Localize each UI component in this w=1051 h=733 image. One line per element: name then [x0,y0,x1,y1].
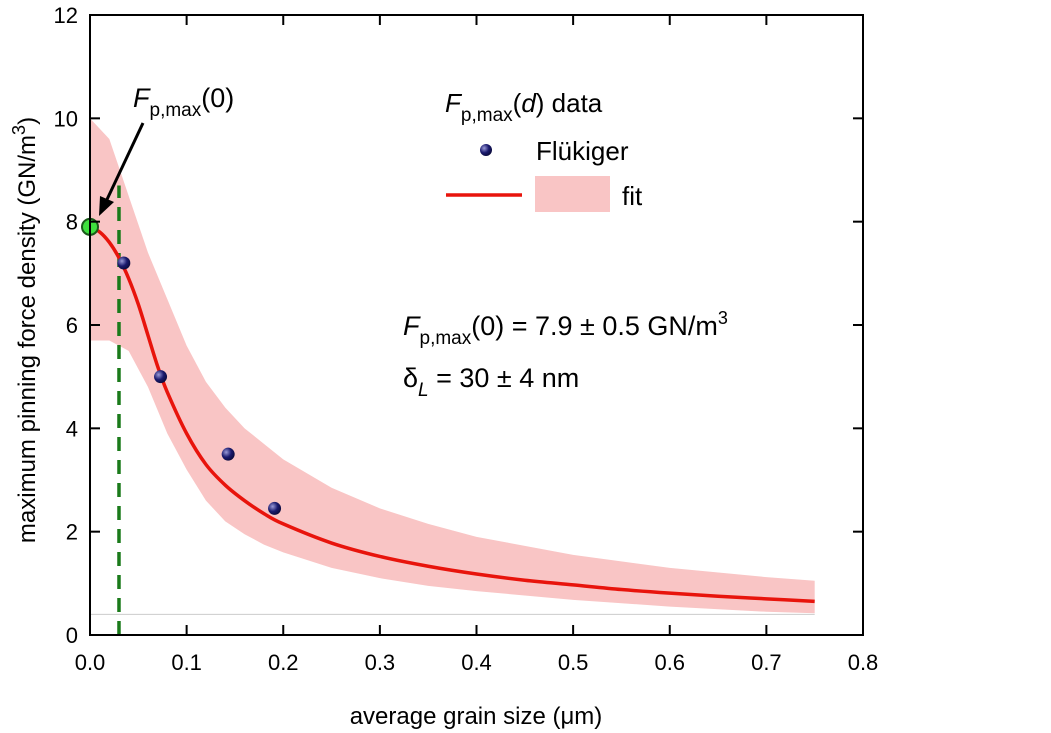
data-point [154,370,168,384]
x-tick-label: 0.0 [75,650,106,675]
x-tick-label: 0.8 [848,650,879,675]
x-tick-label: 0.5 [558,650,589,675]
y-tick-label: 8 [66,210,78,235]
result-delta: δL = 30 ± 4 nm [403,363,579,401]
data-point [221,447,235,461]
y-tick-label: 4 [66,416,78,441]
legend-title: Fp,max(d) data [445,88,603,126]
legend-band-swatch [535,176,610,212]
x-tick-label: 0.6 [654,650,685,675]
data-point [268,501,282,515]
confidence-band [90,118,815,614]
legend-point-swatch [480,144,492,156]
y-tick-label: 0 [66,623,78,648]
y-tick-label: 12 [54,3,78,28]
y-tick-label: 10 [54,106,78,131]
x-axis-title: average grain size (μm) [350,703,603,730]
y-tick-label: 2 [66,520,78,545]
arrow-head [99,196,114,216]
data-point [117,256,131,270]
x-tick-label: 0.4 [461,650,492,675]
legend: Fp,max(d) data Flükiger fit [445,88,643,212]
x-tick-label: 0.7 [751,650,782,675]
x-tick-label: 0.1 [171,650,202,675]
legend-fit-label: fit [622,181,643,211]
x-tick-label: 0.3 [365,650,396,675]
arrow-line [101,122,145,209]
x-tick-label: 0.2 [268,650,299,675]
y-axis-title: maximum pinning force density (GN/m3) [9,117,41,543]
fit-curve [89,225,815,604]
x-axis-ticks: 0.0 0.1 0.2 0.3 0.4 0.5 0.6 0.7 0.8 [75,15,879,675]
plot-area [90,15,863,635]
data-points [117,256,282,515]
arrow-label: Fp,max(0) [133,83,234,121]
y-tick-label: 6 [66,313,78,338]
legend-points-label: Flükiger [536,136,629,166]
y-axis-ticks: 0 2 4 6 8 10 12 [54,3,863,648]
result-fpmax: Fp,max(0) = 7.9 ± 0.5 GN/m3 [403,308,728,349]
